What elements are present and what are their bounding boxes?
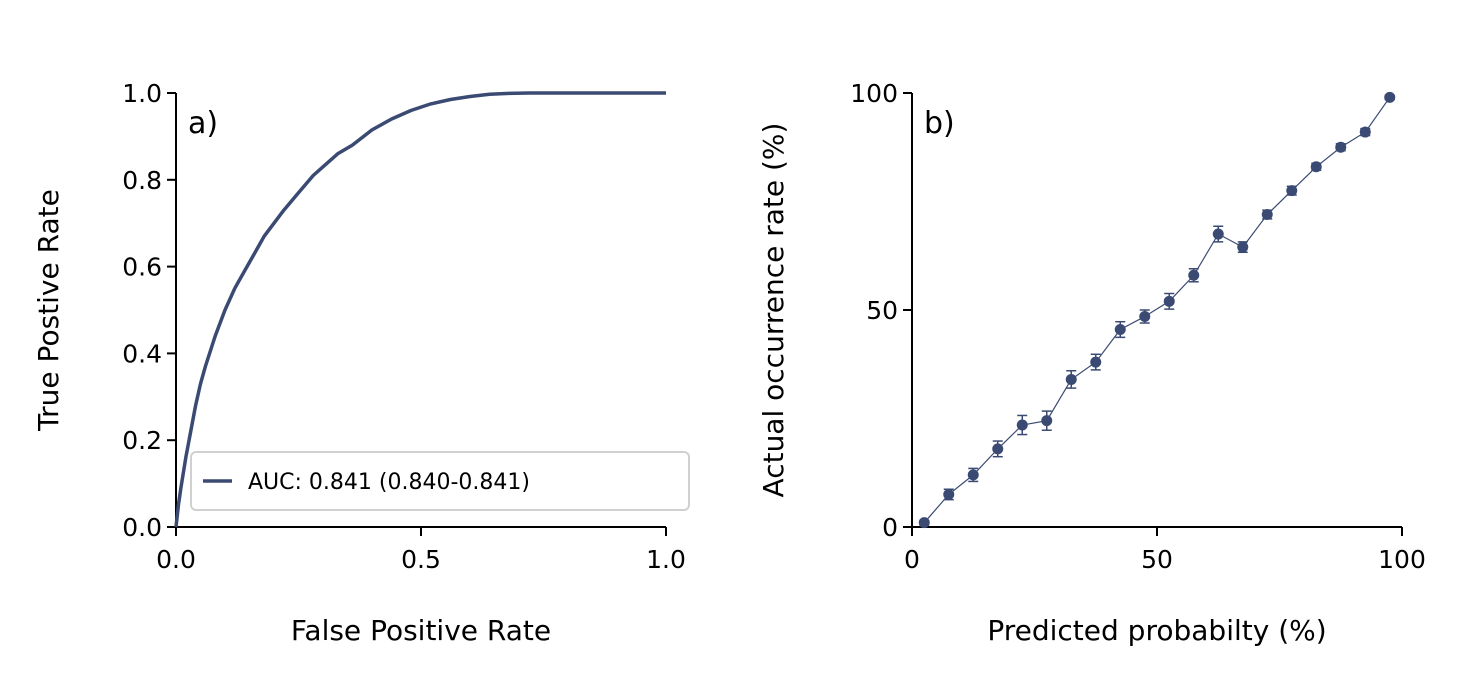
calibration-point [1359, 126, 1371, 138]
calibration-panel-label: b) [924, 106, 955, 141]
roc-y-tick-label: 0.8 [122, 166, 162, 195]
roc-legend-box [190, 451, 690, 511]
roc-y-tick-label: 0.2 [122, 426, 162, 455]
data-point-marker [992, 443, 1004, 455]
calibration-x-axis-title: Predicted probabilty (%) [987, 614, 1326, 647]
data-point-marker [1114, 324, 1126, 336]
calibration-point [1016, 414, 1028, 436]
roc-y-tick-label: 0.6 [122, 253, 162, 282]
calibration-point [1310, 161, 1322, 173]
data-point-marker [1286, 185, 1298, 197]
calibration-point [1090, 353, 1102, 371]
calibration-point [992, 440, 1004, 458]
calibration-y-tick-label: 100 [850, 79, 898, 108]
roc-x-tick-label: 1.0 [646, 545, 686, 574]
calibration-line [923, 96, 1391, 524]
roc-y-tick-label: 0.0 [122, 513, 162, 542]
roc-y-axis-title: True Postive Rate [32, 189, 65, 432]
data-point-marker [967, 469, 979, 481]
data-point-marker [1016, 419, 1028, 431]
data-point-marker [1065, 373, 1077, 385]
calibration-x-tick-label: 100 [1378, 545, 1426, 574]
calibration-point [1212, 225, 1224, 243]
calibration-point [1261, 209, 1273, 221]
data-point-marker [1163, 295, 1175, 307]
calibration-point [1114, 320, 1126, 339]
roc-legend: AUC: 0.841 (0.840-0.841) [190, 451, 690, 511]
calibration-y-axis-title: Actual occurrence rate (%) [757, 123, 790, 498]
data-point-marker [1090, 356, 1102, 368]
data-point-marker [1310, 161, 1322, 173]
calibration-point [1065, 370, 1077, 389]
data-point-marker [943, 488, 955, 500]
calibration-y-tick-label: 50 [866, 296, 898, 325]
roc-legend-label: AUC: 0.841 (0.840-0.841) [248, 470, 530, 495]
calibration-x-tick-label: 0 [904, 545, 920, 574]
calibration-point [1188, 268, 1200, 283]
roc-x-axis-title: False Positive Rate [291, 614, 551, 647]
calibration-point [1335, 141, 1347, 153]
roc-panel: 0.0 0.5 1.0 0.0 0.2 0.4 0.6 0.8 1.0 a) False Po… [32, 79, 690, 647]
data-point-marker [1384, 91, 1396, 103]
calibration-point [1237, 241, 1249, 254]
roc-panel-label: a) [188, 106, 218, 141]
roc-y-tick-label: 0.4 [122, 339, 162, 368]
calibration-point [943, 488, 955, 501]
calibration-point [918, 517, 930, 529]
calibration-point [1163, 292, 1175, 310]
calibration-point [1041, 410, 1053, 431]
data-point-marker [1335, 141, 1347, 153]
roc-x-tick-label: 0.5 [401, 545, 441, 574]
data-point-marker [1139, 311, 1151, 323]
calibration-point [1384, 91, 1396, 103]
data-point-marker [1237, 241, 1249, 253]
calibration-point [1286, 185, 1298, 197]
data-point-marker [1261, 209, 1273, 221]
data-point-marker [1188, 269, 1200, 281]
data-point-marker [1041, 415, 1053, 427]
calibration-point [1139, 309, 1151, 324]
calibration-panel: 0 50 100 0 50 100 b) Predicted probabilty (%… [757, 79, 1426, 647]
calibration-point [967, 467, 979, 483]
data-point-marker [1359, 126, 1371, 138]
calibration-x-tick-label: 50 [1141, 545, 1173, 574]
data-point-marker [1212, 228, 1224, 240]
calibration-y-tick-label: 0 [882, 513, 898, 542]
data-point-marker [918, 517, 930, 529]
roc-y-tick-label: 1.0 [122, 79, 162, 108]
roc-x-tick-label: 0.0 [156, 545, 196, 574]
roc-curve [174, 91, 666, 528]
